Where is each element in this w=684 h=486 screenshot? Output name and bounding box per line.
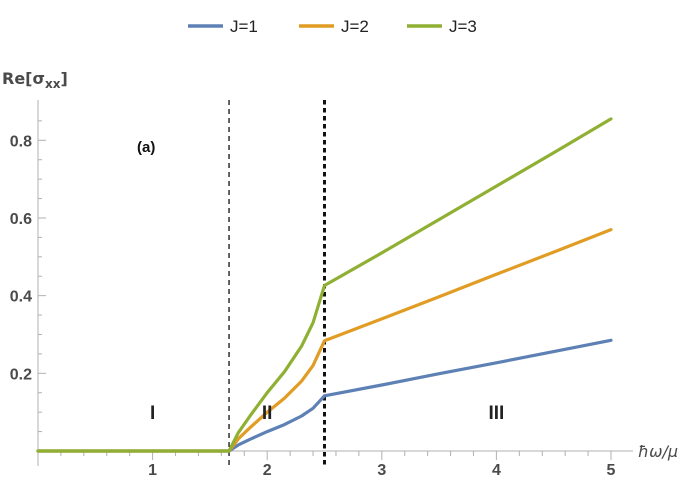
y-tick-label: 0.6 [10, 211, 32, 228]
legend-label: J=3 [449, 17, 477, 36]
region-labels: I II III [150, 403, 504, 424]
y-tick-label: 0.8 [10, 133, 32, 150]
axes: 1 2 3 4 5 0.2 0.4 0.6 0.8 [10, 100, 633, 479]
region-label-iii: III [488, 403, 504, 424]
x-axis-title: ħω/μ [638, 442, 678, 461]
panel-annotation: (a) [137, 139, 155, 156]
x-tick-label: 4 [492, 462, 501, 479]
legend-label: J=1 [230, 17, 258, 36]
y-tick-label: 0.4 [10, 289, 32, 306]
region-label-ii: II [262, 403, 273, 424]
y-tick-label: 0.2 [10, 366, 32, 383]
series-line-j-1 [36, 338, 613, 453]
series-line-j-2 [36, 228, 613, 453]
region-label-i: I [150, 403, 155, 424]
x-tick-label: 1 [148, 462, 157, 479]
legend: J=1 J=2 J=3 [188, 17, 477, 36]
series-line-j-3 [36, 117, 613, 453]
series-lines [36, 117, 613, 453]
y-axis-title: Re[σxx] [2, 69, 68, 91]
region-divider-lines [228, 100, 326, 466]
x-tick-label: 5 [607, 462, 616, 479]
y-axis-title-text: Re[σxx] [2, 69, 68, 91]
legend-label: J=2 [341, 17, 369, 36]
x-tick-label: 3 [377, 462, 386, 479]
x-tick-label: 2 [263, 462, 272, 479]
